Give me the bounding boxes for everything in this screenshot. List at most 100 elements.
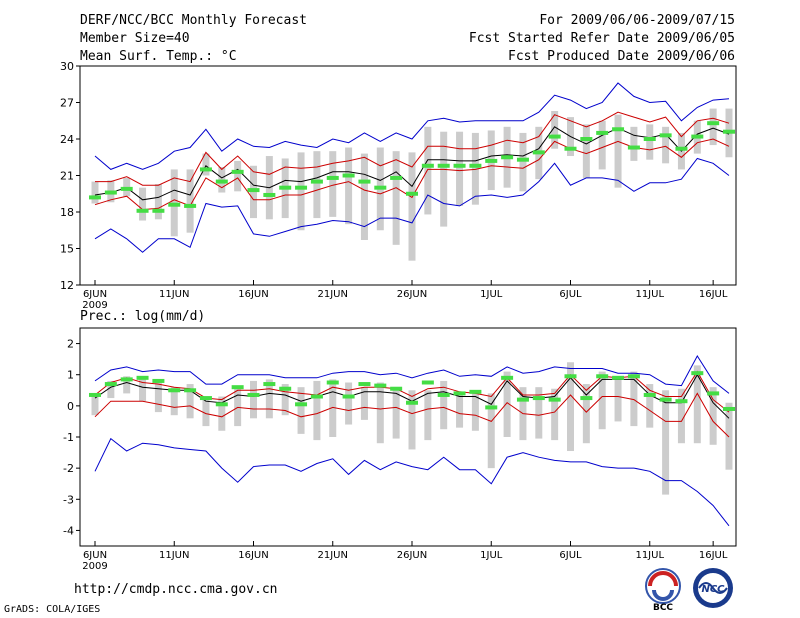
temp-x-tick-label: 11JUN	[159, 289, 189, 300]
prec-observed-mark	[104, 382, 117, 387]
temp-observed-mark	[358, 179, 371, 184]
temp-series-lower-spread	[94, 138, 730, 211]
prec-ensemble-box	[218, 396, 226, 431]
temp-series-ensemble-min	[94, 157, 730, 253]
temp-ensemble-box	[456, 131, 464, 206]
temp-x-tick-label: 16JUN	[238, 289, 268, 300]
temp-observed-mark	[643, 137, 656, 141]
temp-ensemble-box	[709, 108, 717, 146]
temp-observed-mark	[453, 163, 466, 168]
temp-observed-mark	[707, 121, 720, 126]
prec-observed-mark	[723, 406, 735, 411]
temp-x-tick-label: 1JUL	[480, 289, 503, 300]
prec-ensemble-box	[535, 387, 543, 439]
prec-ensemble-box	[646, 384, 654, 428]
prec-y-tick-label: 0	[67, 400, 74, 413]
temp-observed-mark	[564, 146, 577, 151]
temp-observed-mark	[390, 175, 403, 180]
prec-ensemble-box	[123, 376, 131, 394]
prec-series-ensemble-max	[94, 355, 730, 394]
temp-ensemble-box	[440, 131, 448, 227]
prec-x-tick-label: 21JUN	[318, 550, 348, 561]
prec-observed-mark	[596, 374, 609, 379]
temp-observed-mark	[184, 203, 197, 208]
prec-observed-mark	[168, 388, 181, 393]
prec-x-tick-label: 26JUN	[397, 550, 427, 561]
temp-observed-mark	[279, 185, 292, 190]
temp-observed-mark	[374, 185, 387, 190]
prec-observed-mark	[691, 371, 704, 376]
temp-y-tick-label: 21	[60, 170, 74, 183]
prec-ensemble-box	[630, 371, 638, 427]
prec-observed-mark	[548, 397, 561, 402]
prec-ensemble-box	[313, 380, 321, 441]
prec-ensemble-box	[424, 390, 432, 441]
temp-observed-mark	[152, 208, 165, 213]
prec-ensemble-box	[662, 390, 670, 495]
prec-observed-mark	[215, 402, 228, 407]
prec-observed-mark	[580, 396, 593, 401]
prec-observed-mark	[707, 391, 720, 396]
temp-observed-mark	[120, 186, 133, 191]
temp-observed-mark	[263, 192, 276, 197]
prec-observed-mark	[421, 380, 434, 385]
prec-y-tick-label: -1	[63, 431, 74, 444]
temp-observed-mark	[659, 133, 672, 138]
prec-y-tick-label: -3	[63, 493, 74, 506]
prec-y-tick-label: 1	[67, 369, 74, 382]
temp-ensemble-box	[424, 126, 432, 215]
prec-observed-mark	[342, 394, 355, 399]
prec-ensemble-box	[376, 382, 384, 444]
prec-observed-mark	[199, 396, 212, 401]
prec-ensemble-box	[265, 379, 273, 419]
bcc-logo: BCC	[645, 568, 681, 612]
prec-observed-mark	[612, 375, 625, 380]
prec-ensemble-box	[281, 384, 289, 416]
prec-ensemble-box	[107, 380, 115, 399]
temp-series-upper-spread	[95, 111, 730, 186]
prec-observed-mark	[659, 397, 672, 402]
temp-observed-mark	[247, 188, 260, 193]
chart-title: DERF/NCC/BCC Monthly Forecast	[80, 13, 307, 28]
prec-observed-mark	[469, 389, 482, 394]
prec-observed-mark	[374, 383, 387, 388]
temp-observed-mark	[295, 185, 308, 190]
temp-observed-mark	[421, 163, 434, 168]
temp-ensemble-box	[234, 160, 242, 192]
temp-observed-mark	[627, 145, 640, 150]
prec-ensemble-box	[360, 387, 368, 420]
temp-ensemble-box	[392, 151, 400, 245]
prec-observed-mark	[675, 399, 688, 404]
temp-y-tick-label: 27	[60, 97, 74, 110]
prec-ensemble-box	[567, 362, 574, 452]
prec-observed-mark	[295, 402, 308, 407]
prec-observed-mark	[406, 400, 418, 405]
temp-observed-mark	[580, 137, 593, 141]
prec-ensemble-box	[677, 388, 685, 444]
temp-series-ensemble-max	[94, 82, 730, 170]
prec-frame	[79, 327, 737, 547]
prec-x-tick-label: 11JUL	[635, 550, 664, 561]
temp-observed-mark	[485, 158, 498, 163]
temp-observed-mark	[612, 127, 625, 132]
temp-y-tick-label: 18	[60, 206, 74, 219]
prec-ensemble-box	[408, 390, 416, 450]
prec-series-lower-spread	[94, 392, 730, 438]
temp-year-label: 2009	[82, 300, 107, 310]
temp-ensemble-box	[630, 126, 638, 161]
temp-ensemble-box	[202, 153, 210, 176]
temp-observed-mark	[168, 202, 181, 207]
temp-ensemble-box	[313, 151, 321, 219]
prec-observed-mark	[485, 405, 498, 410]
prec-observed-mark	[310, 394, 323, 399]
temp-y-tick-label: 30	[60, 60, 74, 73]
prec-observed-mark	[120, 377, 133, 382]
temp-observed-mark	[501, 155, 514, 160]
prec-x-tick-label: 11JUN	[159, 550, 189, 561]
prec-ensemble-box	[614, 376, 622, 422]
prec-observed-mark	[501, 375, 514, 380]
prec-ensemble-box	[250, 380, 257, 419]
temp-ensemble-box	[551, 111, 559, 149]
prec-ensemble-box	[471, 390, 479, 431]
